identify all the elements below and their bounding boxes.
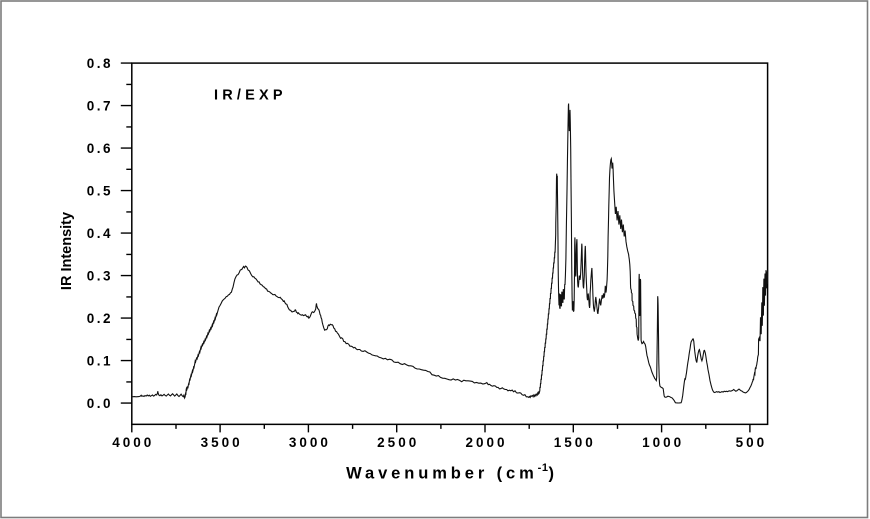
svg-text:2000: 2000 — [465, 435, 507, 450]
svg-text:IR Intensity: IR Intensity — [59, 212, 75, 290]
svg-text:0.5: 0.5 — [87, 183, 113, 198]
svg-text:500: 500 — [736, 435, 768, 450]
svg-text:3500: 3500 — [201, 435, 243, 450]
svg-text:1500: 1500 — [554, 435, 596, 450]
svg-text:3000: 3000 — [289, 435, 331, 450]
svg-text:2500: 2500 — [377, 435, 419, 450]
svg-text:0.7: 0.7 — [87, 98, 113, 113]
svg-text:0.0: 0.0 — [87, 396, 113, 411]
svg-text:4000: 4000 — [112, 435, 154, 450]
svg-text:0.3: 0.3 — [87, 268, 113, 283]
svg-text:1000: 1000 — [642, 435, 684, 450]
svg-text:IR/EXP: IR/EXP — [214, 88, 287, 104]
svg-text:0.6: 0.6 — [87, 141, 113, 156]
svg-text:0.2: 0.2 — [87, 311, 113, 326]
svg-text:Wavenumber (cm-1): Wavenumber (cm-1) — [346, 462, 558, 483]
svg-text:0.8: 0.8 — [87, 56, 113, 71]
svg-text:0.1: 0.1 — [87, 353, 113, 368]
svg-text:0.4: 0.4 — [87, 226, 113, 241]
